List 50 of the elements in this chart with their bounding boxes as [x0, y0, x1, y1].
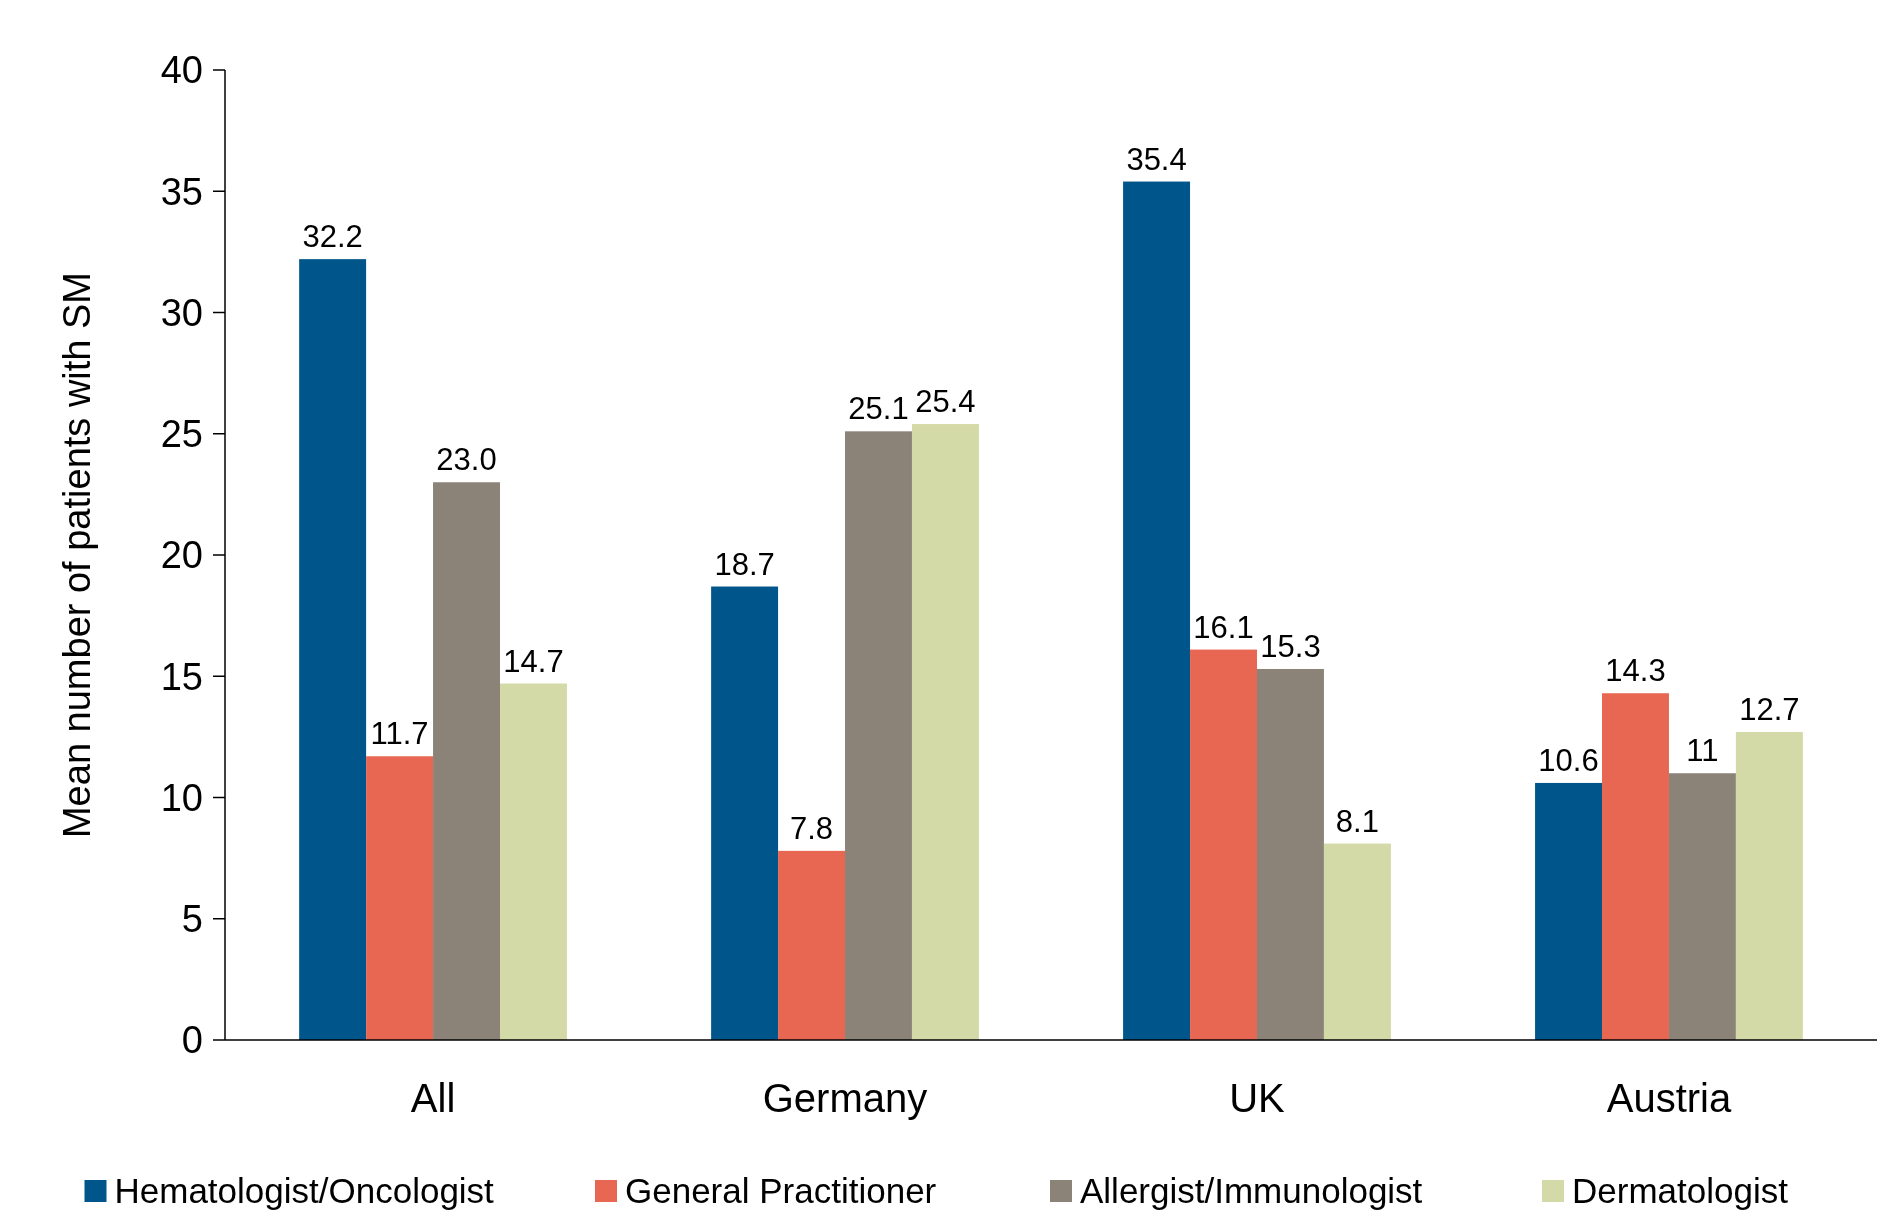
data-label: 10.6 [1538, 742, 1599, 778]
y-tick-label: 15 [160, 655, 203, 698]
data-label: 11.7 [370, 716, 429, 752]
legend-label: Allergist/Immunologist [1080, 1171, 1423, 1211]
data-label: 11 [1686, 733, 1719, 769]
bar [433, 482, 500, 1040]
data-label: 15.3 [1260, 628, 1321, 664]
bar [1668, 773, 1736, 1040]
data-label: 18.7 [714, 546, 775, 582]
data-label: 7.8 [789, 810, 834, 846]
bar [1535, 782, 1603, 1040]
x-tick-label: UK [1229, 1076, 1286, 1120]
bar [366, 756, 434, 1040]
bar [911, 424, 979, 1040]
bar [778, 850, 846, 1040]
y-tick-label: 10 [160, 776, 203, 819]
bar [1323, 843, 1391, 1040]
x-tick-label: All [410, 1076, 456, 1120]
bar [1190, 649, 1257, 1040]
y-tick-label: 25 [160, 413, 203, 456]
data-label: 14.7 [503, 643, 564, 679]
y-tick-label: 20 [160, 534, 203, 577]
data-label: 8.1 [1335, 803, 1379, 839]
legend-label: Hematologist/Oncologist [114, 1171, 495, 1211]
data-label: 23.0 [436, 442, 497, 478]
data-label: 12.7 [1739, 692, 1800, 728]
bar [845, 431, 912, 1040]
data-label: 25.4 [915, 384, 976, 420]
bar [711, 586, 779, 1040]
y-tick-label: 30 [160, 291, 203, 334]
data-label: 16.1 [1193, 609, 1254, 645]
data-label: 25.1 [848, 391, 909, 427]
bar [499, 683, 567, 1040]
y-tick-label: 40 [160, 49, 203, 92]
bar [1123, 181, 1191, 1040]
data-label: 14.3 [1605, 653, 1666, 689]
bar [1602, 693, 1669, 1040]
x-tick-label: Austria [1606, 1076, 1732, 1120]
y-tick-label: 5 [181, 898, 203, 941]
legend-label: Dermatologist [1572, 1171, 1789, 1211]
data-label: 35.4 [1126, 141, 1187, 177]
y-tick-label: 35 [160, 170, 203, 213]
bar [1256, 668, 1324, 1040]
bar [299, 259, 367, 1040]
legend-label: General Practitioner [625, 1171, 937, 1211]
x-tick-label: Germany [762, 1076, 928, 1120]
data-label: 32.2 [302, 219, 363, 255]
y-axis-title: Mean number of patients with SM [56, 271, 98, 839]
y-tick-label: 0 [181, 1019, 203, 1062]
bar [1735, 732, 1803, 1040]
